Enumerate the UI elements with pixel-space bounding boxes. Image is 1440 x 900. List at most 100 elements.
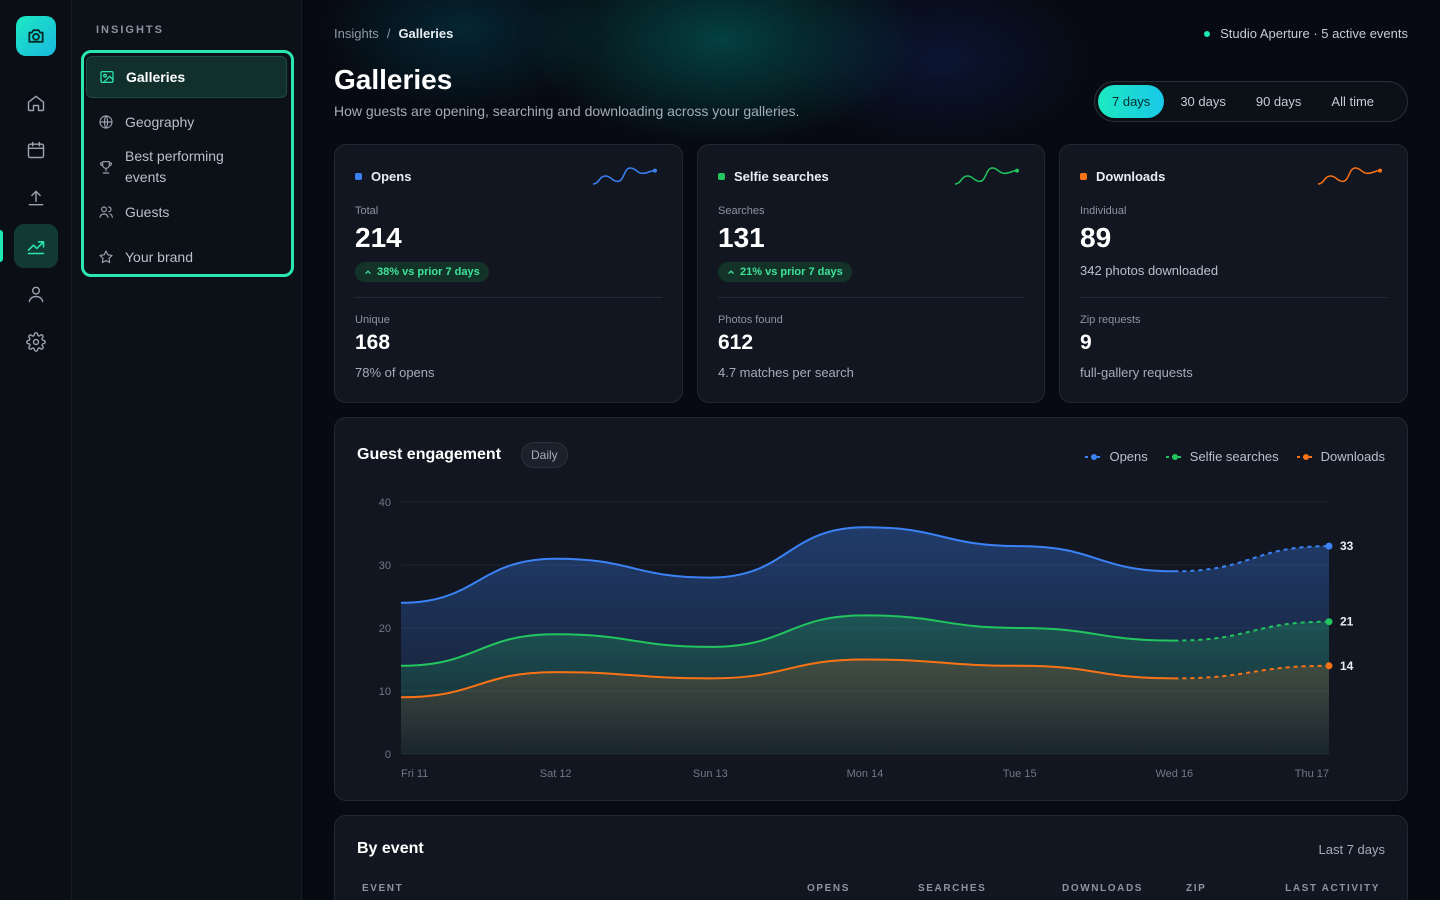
- sparkline-path: [592, 167, 656, 185]
- sidebar-item-label: Guests: [125, 204, 170, 220]
- stat-card-title: Selfie searches: [734, 169, 829, 184]
- sidebar-item-guests[interactable]: Guests: [86, 202, 287, 222]
- sidebar-section-label: INSIGHTS: [96, 24, 164, 36]
- sidebar-item-label: Geography: [125, 114, 195, 130]
- column-header-downloads[interactable]: DOWNLOADS: [1062, 883, 1144, 894]
- home-icon: [27, 95, 45, 112]
- series-line: [400, 614, 1175, 667]
- series-area: [401, 659, 1329, 754]
- stat-label: Zip requests: [1080, 314, 1141, 326]
- sidebar-item-galleries[interactable]: Galleries: [86, 56, 287, 98]
- sparkline-end-dot: [1378, 168, 1382, 173]
- x-tick-label: Wed 16: [1155, 768, 1193, 780]
- chevron-up-icon: [365, 270, 371, 275]
- breadcrumb-root[interactable]: Insights: [334, 26, 379, 41]
- x-tick-label: Tue 15: [1003, 768, 1037, 780]
- sparkline-path: [1317, 167, 1381, 185]
- delta-badge: 38% vs prior 7 days: [355, 262, 489, 282]
- rail-insights[interactable]: [0, 224, 58, 268]
- delta-text: 21% vs prior 7 days: [740, 266, 843, 278]
- icon-rail: [0, 0, 72, 900]
- delta-badge: 21% vs prior 7 days: [718, 262, 852, 282]
- legend-item-opens[interactable]: Opens: [1085, 449, 1148, 464]
- series-end-point[interactable]: [1325, 662, 1333, 670]
- series-end-label: 21: [1340, 615, 1354, 629]
- stat-note: 342 photos downloaded: [1080, 263, 1219, 278]
- stat-label: Total: [355, 205, 379, 217]
- series-projection: [1174, 545, 1330, 573]
- sidebar-item-geography[interactable]: Geography: [86, 112, 287, 132]
- rail-settings[interactable]: [14, 320, 58, 364]
- column-header-searches[interactable]: SEARCHES: [918, 883, 987, 894]
- series-end-label: 14: [1340, 659, 1354, 673]
- settings-icon: [26, 332, 46, 352]
- legend-item-downloads[interactable]: Downloads: [1296, 449, 1385, 464]
- x-tick-label: Sat 12: [540, 768, 572, 780]
- column-header-event[interactable]: EVENT: [362, 883, 404, 894]
- studio-status-text: Studio Aperture · 5 active events: [1220, 26, 1408, 41]
- series-end-point[interactable]: [1325, 542, 1333, 550]
- sparkline-end-dot: [653, 168, 657, 173]
- stat-label: Photos found: [718, 314, 783, 326]
- page-subtitle: How guests are opening, searching and do…: [334, 103, 800, 119]
- rail-upload[interactable]: [14, 176, 58, 220]
- insights-icon: [27, 241, 45, 255]
- column-header-zip[interactable]: ZIP: [1186, 883, 1207, 894]
- chart-legend: Opens Selfie searches Downloads: [1085, 449, 1385, 464]
- legend-label: Opens: [1109, 449, 1148, 464]
- column-header-last-activity[interactable]: LAST ACTIVITY: [1285, 883, 1380, 894]
- trophy-icon: [100, 161, 112, 174]
- stat-note: full-gallery requests: [1080, 365, 1193, 380]
- page-title: Galleries: [334, 64, 453, 95]
- legend-swatch-icon: [1165, 453, 1184, 460]
- rail-calendar[interactable]: [14, 128, 58, 172]
- breadcrumb-separator: /: [386, 26, 391, 41]
- users-icon: [99, 206, 113, 218]
- delta-text: 38% vs prior 7 days: [377, 266, 480, 278]
- chevron-up-icon: [728, 270, 734, 275]
- stat-card-header: Selfie searches: [718, 169, 829, 184]
- sidebar-item-best-performing-events[interactable]: Best performing events: [86, 146, 287, 188]
- table-period: Last 7 days: [1318, 842, 1386, 857]
- column-header-opens[interactable]: OPENS: [807, 883, 851, 894]
- range-option-30-days[interactable]: 30 days: [1180, 94, 1226, 109]
- range-option-all-time[interactable]: All time: [1331, 94, 1375, 109]
- divider: [1080, 297, 1387, 298]
- y-tick-label: 30: [379, 560, 391, 572]
- rail-account[interactable]: [14, 272, 58, 316]
- guest-engagement-card: Guest engagement Daily Opens Selfie sear…: [334, 417, 1408, 801]
- insights-sidebar: INSIGHTS Galleries Geography Best perfor…: [72, 0, 302, 900]
- legend-swatch-icon: [1085, 453, 1104, 460]
- stat-secondary-value: 168: [355, 331, 391, 354]
- date-range-toggle: 7 days 30 days 90 days All time: [1094, 81, 1408, 122]
- stat-note: 4.7 matches per search: [718, 365, 854, 380]
- interval-badge[interactable]: Daily: [521, 442, 568, 468]
- stat-card-title: Downloads: [1096, 169, 1166, 184]
- rail-home[interactable]: [14, 81, 58, 125]
- legend-swatch-icon: [1296, 453, 1315, 460]
- sparkline-path: [954, 167, 1018, 185]
- star-icon: [99, 250, 113, 264]
- series-swatch: [355, 173, 362, 180]
- stat-value: 214: [355, 222, 402, 253]
- stat-card-header: Downloads: [1080, 169, 1165, 184]
- sidebar-item-your-brand[interactable]: Your brand: [86, 247, 287, 267]
- divider: [718, 297, 1024, 298]
- calendar-icon: [27, 141, 45, 159]
- by-event-card: By event Last 7 days EVENT OPENS SEARCHE…: [334, 815, 1408, 900]
- breadcrumb: Insights / Galleries: [334, 26, 453, 41]
- upload-icon: [28, 190, 44, 206]
- legend-item-selfie-searches[interactable]: Selfie searches: [1165, 449, 1279, 464]
- legend-label: Downloads: [1320, 449, 1385, 464]
- series-end-point[interactable]: [1325, 618, 1333, 626]
- range-option-90-days[interactable]: 90 days: [1255, 94, 1302, 109]
- series-projection: [1174, 620, 1330, 642]
- y-tick-label: 0: [385, 749, 391, 761]
- y-tick-label: 40: [379, 497, 391, 509]
- user-icon: [28, 286, 44, 303]
- camera-icon: [28, 29, 44, 43]
- range-option-7-days[interactable]: 7 days: [1098, 85, 1165, 118]
- engagement-area-chart: 0 10 20 30 40 Fri 11 Sat 12 Sun 13 Mon 14 Tue 15 W…: [379, 497, 1354, 780]
- app-logo[interactable]: [16, 16, 56, 56]
- series-line: [400, 658, 1175, 699]
